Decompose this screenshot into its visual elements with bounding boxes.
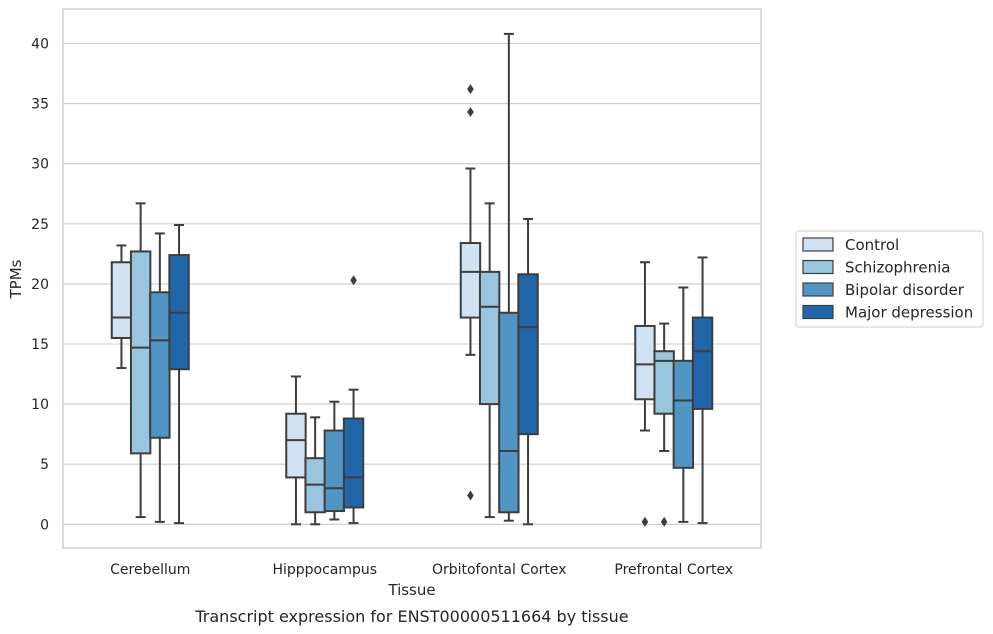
y-tick-label: 0: [40, 517, 49, 533]
box-plot: [459, 84, 482, 501]
y-tick-label: 15: [31, 337, 49, 353]
legend-label: Major depression: [845, 304, 973, 322]
legend-swatch: [802, 259, 834, 275]
x-tick-label: Hipppocampus: [272, 562, 377, 578]
x-tick-label: Cerebellum: [110, 562, 190, 578]
y-axis-label: TPMs: [7, 259, 25, 299]
box-iqr: [323, 429, 346, 513]
legend-swatch: [802, 282, 834, 297]
outlier-point: [350, 275, 357, 286]
outlier-point: [641, 516, 649, 527]
x-axis-label: Tissue: [387, 581, 435, 599]
box-groups: [110, 32, 714, 527]
y-tick-label: 40: [31, 37, 49, 53]
box-iqr: [691, 316, 714, 410]
box-iqr: [285, 412, 307, 479]
legend-swatch: [802, 237, 834, 252]
x-axis-ticks: Cerebellum Hipppocampus Orbitofontal Corte…: [110, 562, 733, 578]
box-plot: [168, 224, 190, 525]
legend-frame: [795, 230, 984, 328]
grid-lines: [63, 42, 761, 525]
box-iqr: [129, 250, 152, 455]
chart-caption: Transcript expression for ENST0000051166…: [194, 607, 628, 626]
outlier-point: [467, 107, 474, 118]
outlier-point: [660, 516, 668, 527]
box-plot: [304, 416, 326, 526]
box-plot: [653, 322, 675, 527]
box-iqr: [517, 273, 539, 436]
box-plot: [110, 244, 133, 370]
y-axis-ticks: 0 5 10 15 20 25 30 35 40: [31, 37, 49, 534]
box-plot: [691, 256, 714, 525]
y-tick-label: 5: [40, 457, 49, 473]
box-iqr: [110, 261, 133, 339]
box-plot: [323, 400, 346, 521]
y-tick-label: 25: [31, 217, 49, 233]
box-iqr: [672, 359, 695, 469]
box-iqr: [498, 311, 520, 514]
y-tick-label: 20: [31, 277, 49, 293]
box-iqr: [149, 291, 171, 439]
legend-swatch: [802, 304, 834, 320]
box-plot: [634, 261, 656, 527]
legend-label: Bipolar disorder: [845, 281, 965, 299]
x-tick-label: Orbitofontal Cortex: [432, 562, 567, 578]
plot-border: [62, 8, 762, 549]
box-plot: [285, 375, 307, 526]
box-plot: [149, 232, 171, 523]
outlier-point: [467, 490, 474, 501]
box-iqr: [634, 324, 656, 401]
box-plot: [498, 32, 520, 522]
box-iqr: [342, 417, 365, 509]
box-plot: [129, 202, 152, 519]
box-iqr: [459, 242, 482, 319]
box-iqr: [478, 270, 501, 406]
box-plot: [672, 286, 695, 523]
y-tick-label: 30: [31, 157, 49, 173]
y-tick-label: 35: [31, 97, 49, 113]
legend: Control Schizophrenia Bipolar disorder Majo…: [795, 230, 984, 328]
box-plot: [517, 217, 539, 526]
y-tick-label: 10: [31, 397, 49, 413]
x-tick-label: Prefrontal Cortex: [614, 562, 733, 578]
outlier-point: [467, 84, 474, 95]
plot-frame: [62, 8, 762, 549]
legend-label: Schizophrenia: [845, 259, 950, 277]
box-plot: [342, 275, 365, 525]
legend-label: Control: [845, 236, 899, 254]
box-plot: [478, 202, 501, 519]
